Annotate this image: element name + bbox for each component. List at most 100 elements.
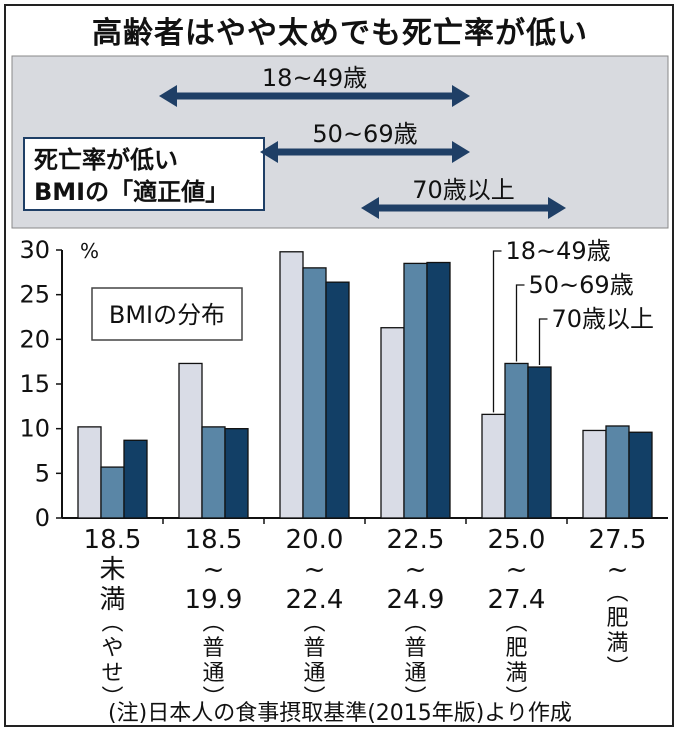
y-tick-label: 10 xyxy=(19,415,50,443)
x-label-sub-char: 通 xyxy=(303,661,325,686)
y-tick-label: 0 xyxy=(35,504,50,532)
optimal-label-line2: BMIの「適正値」 xyxy=(34,178,229,206)
bar xyxy=(380,327,405,519)
series-leader-line xyxy=(515,284,525,362)
x-label-line2: ~ xyxy=(405,555,427,585)
bar xyxy=(403,262,428,519)
x-label-sub: ︵肥満︶ xyxy=(606,581,628,681)
x-label-sub-char: ︵ xyxy=(505,611,527,636)
x-label-line3: 24.9 xyxy=(387,585,445,615)
x-label-sub-char: 肥 xyxy=(505,636,527,661)
range-arrow: 18~49歳 xyxy=(159,64,470,107)
x-label-line2: ~ xyxy=(607,555,629,585)
x-label-sub-char: ︵ xyxy=(101,611,123,636)
bar xyxy=(426,261,451,519)
x-label-sub-char: 普 xyxy=(303,636,325,661)
bar xyxy=(201,426,226,519)
x-label-top: 25.0 xyxy=(488,525,546,555)
x-label-sub-char: 通 xyxy=(202,661,224,686)
legend-box xyxy=(91,287,243,341)
bar xyxy=(527,366,552,519)
bar xyxy=(123,439,148,519)
bar xyxy=(178,362,203,519)
bar xyxy=(628,431,653,519)
bar xyxy=(77,426,102,519)
x-label-sub-char: 満 xyxy=(606,631,628,656)
x-label-sub-char: ︶ xyxy=(404,686,426,711)
y-tick-label: 20 xyxy=(19,325,50,353)
range-arrow-head-left xyxy=(159,85,177,107)
x-label-sub-char: ︵ xyxy=(303,611,325,636)
chart-title: 高齢者はやや太めでも死亡率が低い xyxy=(92,16,588,51)
range-label: 18~49歳 xyxy=(262,64,367,92)
x-label-sub: ︵普通︶ xyxy=(202,611,224,711)
bar xyxy=(302,267,327,519)
bar xyxy=(279,251,304,519)
y-tick-label: 15 xyxy=(19,370,50,398)
x-label-sub-char: ︶ xyxy=(303,686,325,711)
range-arrow-head-right xyxy=(452,85,470,107)
bar xyxy=(325,281,350,519)
x-label-line2: 未 xyxy=(99,555,125,585)
x-label-line3: 22.4 xyxy=(286,585,344,615)
bar xyxy=(481,413,506,519)
x-label-line2: ~ xyxy=(506,555,528,585)
x-label-sub-char: ︶ xyxy=(202,686,224,711)
x-label-top: 18.5 xyxy=(185,525,243,555)
x-label-sub: ︵肥満︶ xyxy=(505,611,527,711)
y-tick-label: 30 xyxy=(19,236,50,264)
range-arrow: 70歳以上 xyxy=(361,176,566,219)
bar xyxy=(582,429,607,519)
series-label: 18~49歳 xyxy=(506,237,611,265)
x-label-line2: ~ xyxy=(304,555,326,585)
range-arrow-head-right xyxy=(452,141,470,163)
x-label-sub-char: ︵ xyxy=(606,581,628,606)
bar xyxy=(504,362,529,519)
x-label-line3: 満 xyxy=(99,585,125,615)
bar xyxy=(224,428,249,519)
y-tick-label: 5 xyxy=(35,459,50,487)
series-leader-line xyxy=(492,250,502,413)
y-tick-label: 25 xyxy=(19,281,50,309)
range-label: 50~69歳 xyxy=(312,120,417,148)
x-label-sub: ︵普通︶ xyxy=(303,611,325,711)
range-arrow-head-right xyxy=(548,197,566,219)
source-note: (注)日本人の食事摂取基準(2015年版)より作成 xyxy=(108,701,572,726)
x-label-sub: ︵普通︶ xyxy=(404,611,426,711)
series-label: 70歳以上 xyxy=(552,305,655,333)
x-label-sub-char: ︵ xyxy=(202,611,224,636)
x-label-sub-char: ︶ xyxy=(606,656,628,681)
bar xyxy=(605,425,630,519)
x-label-sub-char: 普 xyxy=(404,636,426,661)
x-label-line3: 27.4 xyxy=(488,585,546,615)
x-label-sub: ︵やせ︶ xyxy=(101,611,123,711)
series-leader-line xyxy=(538,318,548,366)
x-label-sub-char: せ xyxy=(101,661,123,686)
range-label: 70歳以上 xyxy=(412,176,515,204)
x-label-top: 27.5 xyxy=(589,525,647,555)
figure-frame xyxy=(4,4,674,727)
series-label: 50~69歳 xyxy=(529,271,634,299)
range-arrow-head-left xyxy=(361,197,379,219)
legend-box-label: BMIの分布 xyxy=(109,301,225,329)
x-label-top: 20.0 xyxy=(286,525,344,555)
bar xyxy=(100,466,125,519)
x-label-sub-char: ︶ xyxy=(101,686,123,711)
x-label-sub-char: 肥 xyxy=(606,606,628,631)
x-label-sub-char: ︶ xyxy=(505,686,527,711)
x-label-sub-char: 普 xyxy=(202,636,224,661)
optimal-label-box xyxy=(23,137,265,211)
x-label-top: 22.5 xyxy=(387,525,445,555)
x-label-sub-char: や xyxy=(101,636,123,661)
x-label-sub-char: 通 xyxy=(404,661,426,686)
range-arrow-head-left xyxy=(260,141,278,163)
range-arrow: 50~69歳 xyxy=(260,120,470,163)
optimal-label-line1: 死亡率が低い xyxy=(34,146,178,174)
x-label-line2: ~ xyxy=(203,555,225,585)
x-label-line3: 19.9 xyxy=(185,585,243,615)
x-label-sub-char: ︵ xyxy=(404,611,426,636)
x-label-top: 18.5 xyxy=(84,525,142,555)
y-axis-unit: % xyxy=(80,239,99,263)
x-label-sub-char: 満 xyxy=(505,661,527,686)
